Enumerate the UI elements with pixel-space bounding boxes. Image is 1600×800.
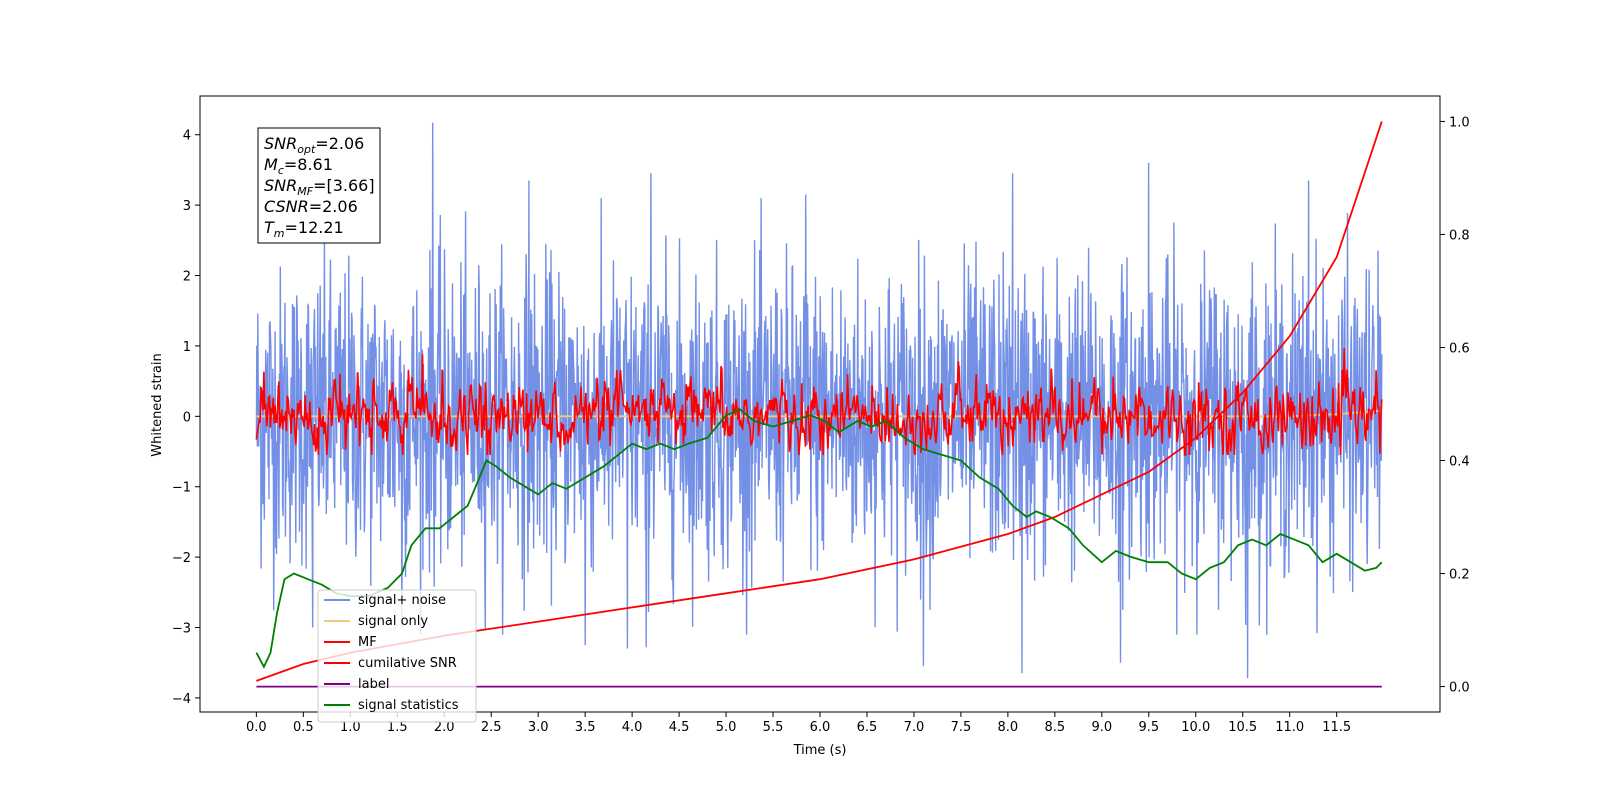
y2-tick-label: 0.2 [1449,568,1470,583]
y-tick-label: 2 [183,270,191,285]
x-tick-label: 2.5 [481,720,502,735]
annotation-line: Tm=12.21 [264,218,344,240]
x-tick-label: 11.0 [1275,720,1304,735]
x-tick-label: 8.5 [1045,720,1066,735]
annotation-line: Mc=8.61 [264,155,333,177]
x-tick-label: 1.5 [387,720,408,735]
x-tick-label: 8.0 [998,720,1019,735]
x-tick-label: 7.5 [951,720,972,735]
series-signal-statistics [255,408,1383,669]
legend-label: cumilative SNR [358,656,457,671]
legend-label: signal+ noise [358,593,446,608]
y-tick-label: −2 [172,551,191,566]
y2-tick-label: 0.6 [1449,341,1470,356]
x-tick-label: 0.5 [293,720,314,735]
legend-label: signal only [358,614,428,629]
x-axis: 0.0 0.5 1.0 1.5 2.0 2.5 3.0 3.5 4.0 4.5 5.0 5.5 6.0 6… [246,712,1351,735]
y-tick-label: −3 [172,622,191,637]
x-tick-label: 2.0 [434,720,455,735]
legend-frame [317,589,477,723]
x-tick-label: 0.0 [246,720,267,735]
y-axis-label: Whitened strain [150,353,165,456]
x-tick-label: 9.0 [1091,720,1112,735]
x-tick-label: 10.5 [1228,720,1257,735]
legend-label: label [358,677,389,692]
x-tick-label: 6.0 [810,720,831,735]
x-tick-label: 4.5 [669,720,690,735]
y2-tick-label: 0.4 [1449,455,1470,470]
annotation-line: SNRMF=[3.66] [264,176,375,198]
y-tick-label: −4 [172,692,191,707]
y-tick-label: −1 [172,481,191,496]
x-tick-label: 7.0 [904,720,925,735]
x-tick-label: 3.5 [575,720,596,735]
y-tick-label: 4 [183,129,191,144]
annotation-line: CSNR=2.06 [264,197,358,216]
x-tick-label: 9.5 [1138,720,1159,735]
y2-tick-label: 0.8 [1449,228,1470,243]
y-axis-left: −4 −3 −2 −1 0 1 2 3 4 [172,129,200,707]
legend-label: MF [358,635,377,650]
annotation-line: SNRopt=2.06 [264,134,364,156]
x-axis-label: Time (s) [793,743,847,758]
y2-tick-label: 1.0 [1449,115,1470,130]
x-tick-label: 6.5 [857,720,878,735]
y-tick-label: 1 [183,340,191,355]
x-tick-label: 11.5 [1322,720,1351,735]
legend: signal+ noise signal only MF cumilative SNR… [317,589,477,723]
y-tick-label: 0 [183,410,191,425]
x-tick-label: 3.0 [528,720,549,735]
x-tick-label: 5.0 [716,720,737,735]
legend-label: signal statistics [358,698,459,713]
x-tick-label: 10.0 [1181,720,1210,735]
y2-tick-label: 0.0 [1449,681,1470,696]
y-tick-label: 3 [183,199,191,214]
x-tick-label: 4.0 [622,720,643,735]
x-tick-label: 1.0 [340,720,361,735]
x-tick-label: 5.5 [763,720,784,735]
y-axis-right: 0.0 0.2 0.4 0.6 0.8 1.0 [1440,115,1470,696]
annotation-frame [257,127,381,244]
